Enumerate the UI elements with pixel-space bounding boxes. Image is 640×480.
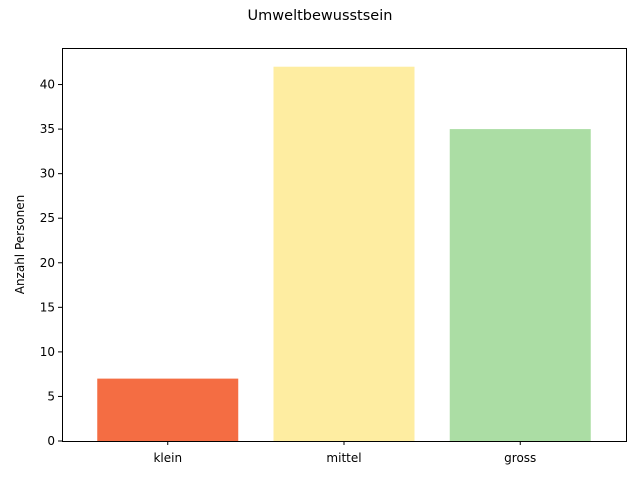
y-tick-label: 30: [40, 167, 55, 181]
y-tick-label: 40: [40, 78, 55, 92]
y-tick-label: 35: [40, 122, 55, 136]
bar-mittel: [273, 66, 415, 441]
bar-gross: [449, 129, 591, 441]
y-axis-ticks: 0 5 10 15 20 25 30 35 40: [40, 78, 62, 448]
y-axis-label: Anzahl Personen: [13, 195, 27, 295]
y-tick-label: 0: [47, 434, 55, 448]
x-tick-label: mittel: [326, 451, 361, 465]
y-tick-label: 15: [40, 300, 55, 314]
x-axis-ticks: klein mittel gross: [153, 441, 536, 465]
x-tick-label: klein: [153, 451, 182, 465]
bars-group: [97, 66, 591, 441]
y-tick-label: 25: [40, 211, 55, 225]
y-tick-label: 10: [40, 345, 55, 359]
y-tick-label: 5: [47, 389, 55, 403]
x-tick-label: gross: [504, 451, 536, 465]
chart-title: Umweltbewusstsein: [247, 8, 393, 24]
bar-klein: [97, 378, 239, 441]
y-tick-label: 20: [40, 256, 55, 270]
plot-frame: [62, 48, 627, 442]
